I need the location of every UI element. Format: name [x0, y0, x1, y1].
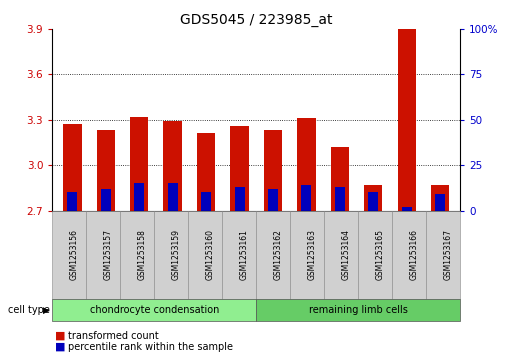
Text: GSM1253164: GSM1253164 — [341, 229, 350, 280]
Text: GSM1253166: GSM1253166 — [409, 229, 418, 280]
Bar — [335, 187, 345, 211]
Bar — [234, 187, 245, 211]
Bar — [230, 126, 249, 211]
Bar — [364, 185, 382, 211]
Bar — [67, 192, 77, 211]
Bar — [201, 192, 211, 211]
Bar — [168, 183, 178, 211]
Title: GDS5045 / 223985_at: GDS5045 / 223985_at — [180, 13, 333, 26]
Text: GSM1253156: GSM1253156 — [69, 229, 78, 280]
Bar — [97, 130, 115, 211]
Bar — [164, 121, 182, 211]
Text: ■: ■ — [55, 342, 65, 352]
Bar — [435, 194, 445, 211]
Bar — [130, 117, 149, 211]
Text: GSM1253165: GSM1253165 — [375, 229, 384, 280]
Text: ■: ■ — [55, 331, 65, 341]
Text: GSM1253157: GSM1253157 — [104, 229, 112, 280]
Text: GSM1253163: GSM1253163 — [307, 229, 316, 280]
Text: ▶: ▶ — [43, 306, 50, 314]
Text: GSM1253161: GSM1253161 — [240, 229, 248, 280]
Text: remaining limb cells: remaining limb cells — [309, 305, 408, 315]
Text: GSM1253158: GSM1253158 — [137, 229, 146, 280]
Text: percentile rank within the sample: percentile rank within the sample — [68, 342, 233, 352]
Text: GSM1253159: GSM1253159 — [172, 229, 180, 280]
Bar — [402, 207, 412, 211]
Bar — [63, 124, 82, 211]
Bar — [134, 183, 144, 211]
Text: GSM1253162: GSM1253162 — [273, 229, 282, 280]
Text: GSM1253160: GSM1253160 — [205, 229, 214, 280]
Bar — [368, 192, 378, 211]
Bar — [431, 185, 449, 211]
Bar — [101, 189, 111, 211]
Bar — [397, 28, 416, 211]
Bar — [264, 130, 282, 211]
Bar — [197, 134, 215, 211]
Bar — [297, 118, 315, 211]
Bar — [331, 147, 349, 211]
Text: chondrocyte condensation: chondrocyte condensation — [89, 305, 219, 315]
Bar — [301, 185, 311, 211]
Text: GSM1253167: GSM1253167 — [444, 229, 452, 280]
Text: transformed count: transformed count — [68, 331, 159, 341]
Bar — [268, 189, 278, 211]
Text: cell type: cell type — [8, 305, 50, 315]
